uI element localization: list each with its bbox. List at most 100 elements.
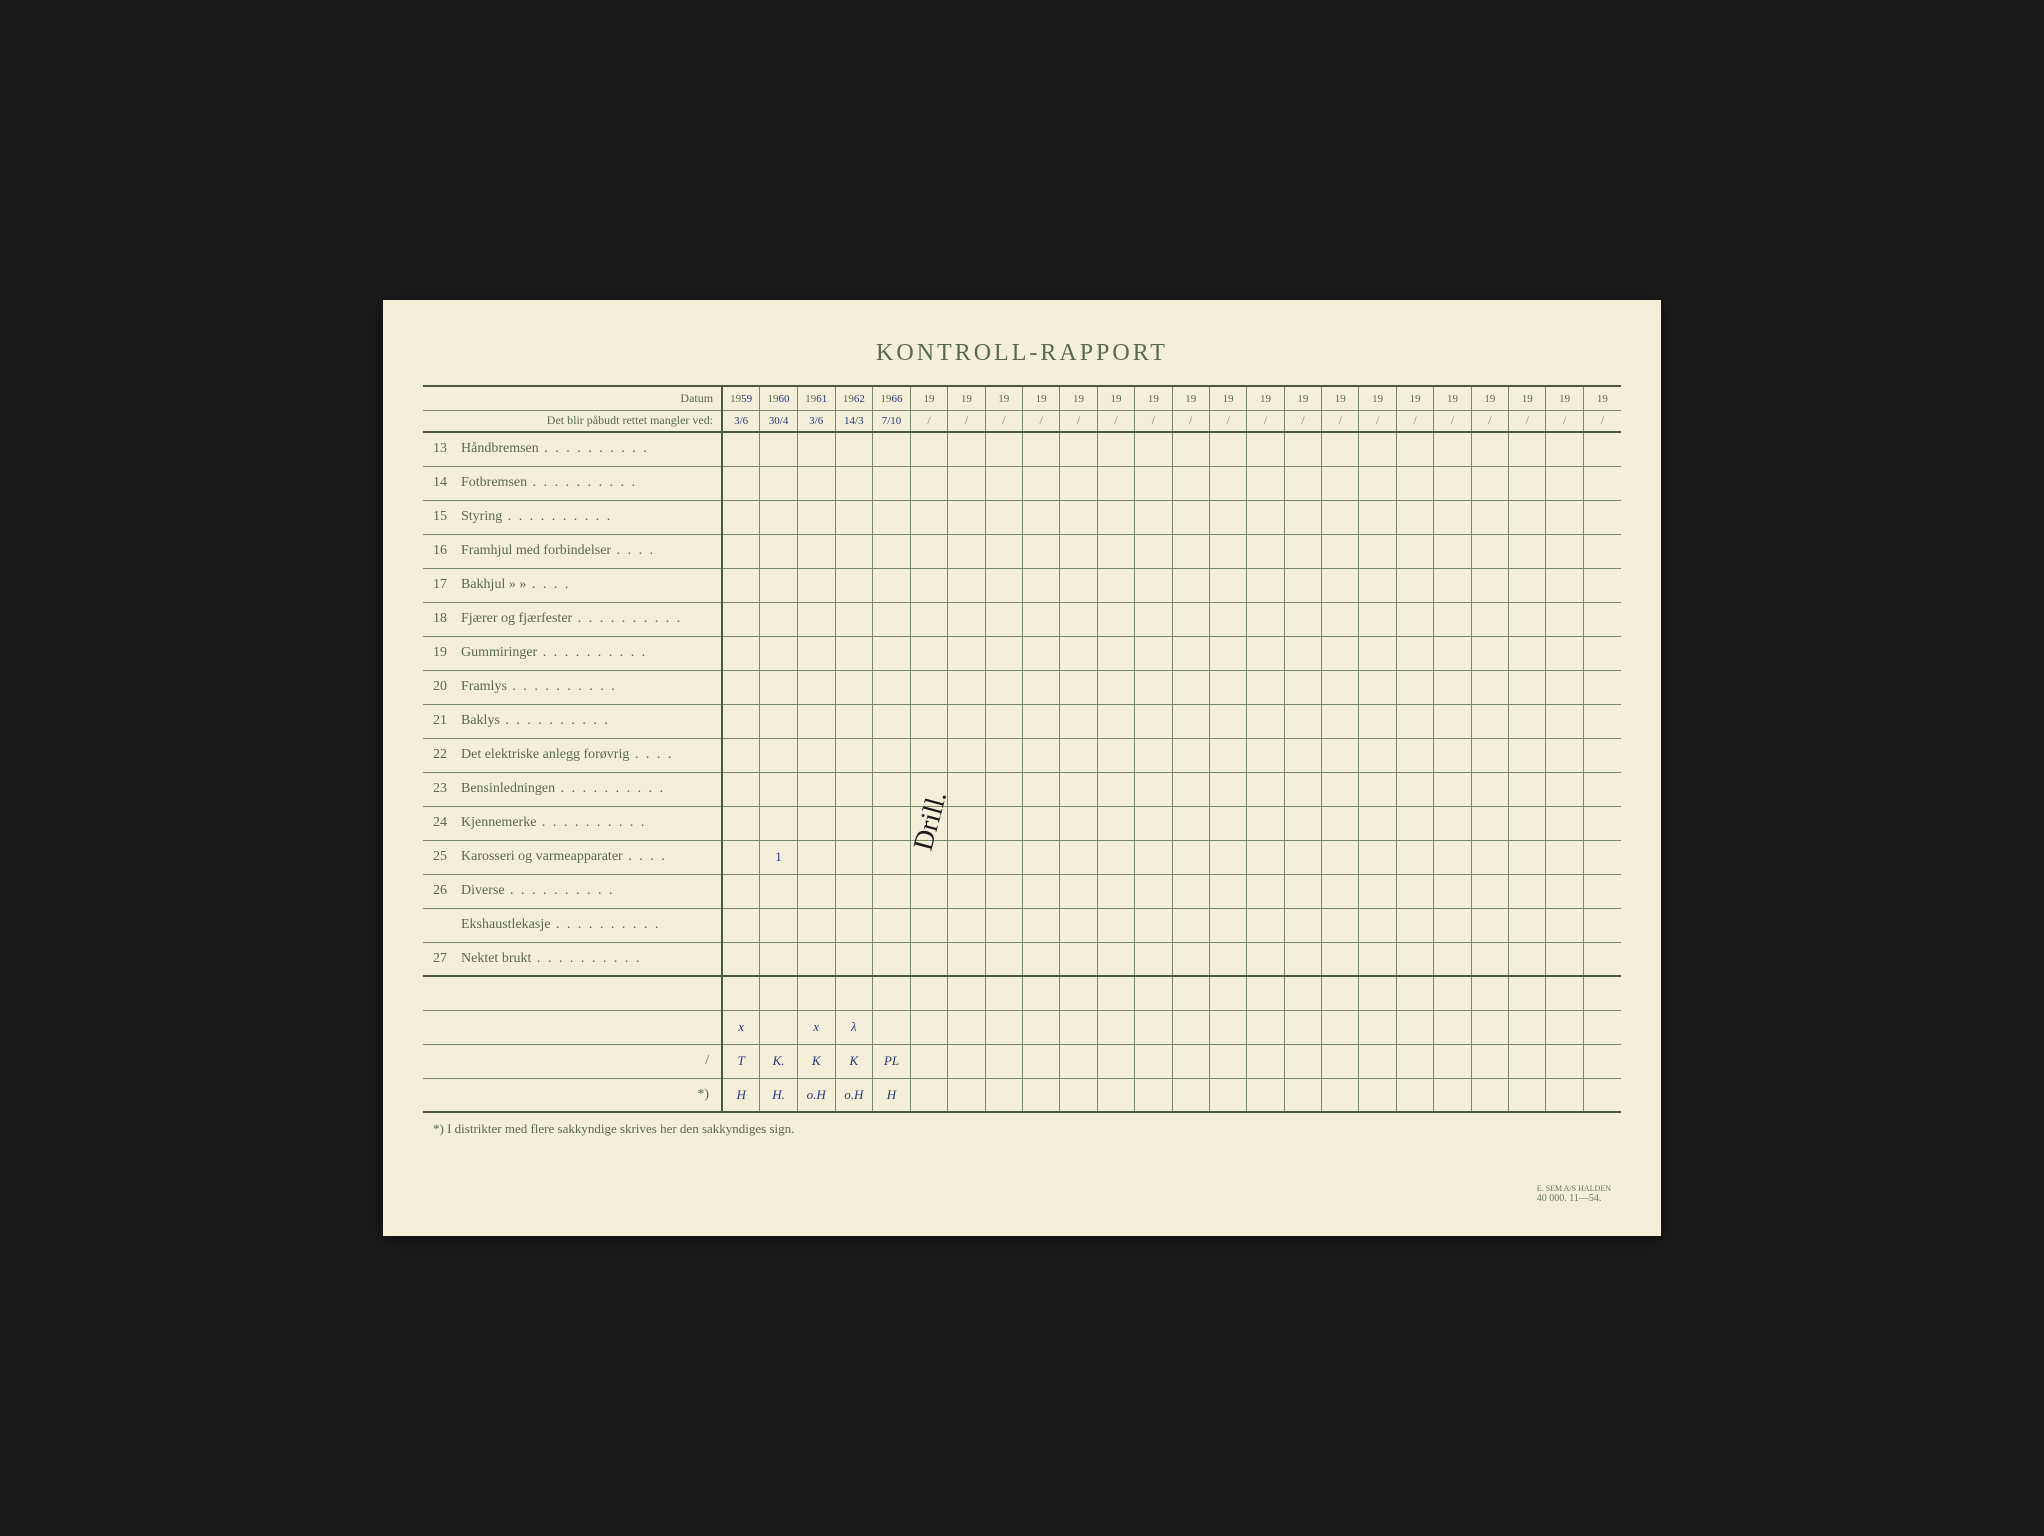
data-cell bbox=[1209, 568, 1246, 602]
data-cell bbox=[1509, 942, 1546, 976]
year-header-cell: 19 bbox=[1097, 386, 1134, 410]
data-cell bbox=[797, 568, 835, 602]
data-cell bbox=[1322, 568, 1359, 602]
data-cell bbox=[1396, 976, 1433, 1010]
item-number: 25 bbox=[433, 849, 461, 865]
signature-cell bbox=[1135, 1044, 1172, 1078]
item-text: Bakhjul » » bbox=[461, 577, 570, 592]
data-cell bbox=[835, 500, 873, 534]
data-cell bbox=[797, 432, 835, 466]
data-cell bbox=[1396, 772, 1433, 806]
signature-cell bbox=[1546, 1010, 1583, 1044]
data-cell bbox=[1022, 636, 1059, 670]
data-cell bbox=[1247, 500, 1284, 534]
data-cell bbox=[722, 466, 760, 500]
data-cell bbox=[1359, 670, 1396, 704]
item-number: 16 bbox=[433, 543, 461, 559]
signature-cell bbox=[1022, 1010, 1059, 1044]
data-cell bbox=[948, 670, 985, 704]
data-cell bbox=[760, 942, 798, 976]
signature-cell bbox=[1396, 1044, 1433, 1078]
data-cell bbox=[910, 602, 947, 636]
data-cell bbox=[1434, 840, 1471, 874]
data-cell bbox=[722, 500, 760, 534]
data-cell bbox=[1209, 670, 1246, 704]
data-cell bbox=[835, 432, 873, 466]
data-cell bbox=[1247, 806, 1284, 840]
signature-cell bbox=[760, 1010, 798, 1044]
data-cell bbox=[1509, 840, 1546, 874]
item-text: Det elektriske anlegg forøvrig bbox=[461, 747, 673, 762]
date-header-cell: / bbox=[910, 410, 947, 432]
data-cell bbox=[985, 670, 1022, 704]
data-cell bbox=[1546, 432, 1583, 466]
data-cell bbox=[1583, 738, 1621, 772]
year-header-cell: 1961 bbox=[797, 386, 835, 410]
data-cell bbox=[1359, 704, 1396, 738]
data-cell bbox=[1022, 840, 1059, 874]
data-cell bbox=[1135, 874, 1172, 908]
signature-cell bbox=[1209, 1010, 1246, 1044]
handwritten-date: 3/6 bbox=[809, 415, 823, 427]
item-text: Framlys bbox=[461, 679, 617, 694]
data-cell bbox=[722, 534, 760, 568]
data-cell bbox=[1060, 976, 1097, 1010]
document-title: KONTROLL-RAPPORT bbox=[423, 340, 1621, 367]
data-cell bbox=[1247, 976, 1284, 1010]
handwritten-year: 62 bbox=[854, 393, 865, 405]
data-cell bbox=[1060, 704, 1097, 738]
data-cell bbox=[985, 806, 1022, 840]
data-cell bbox=[1135, 568, 1172, 602]
year-header-cell: 19 bbox=[1060, 386, 1097, 410]
signature-cell bbox=[1396, 1010, 1433, 1044]
data-cell bbox=[1434, 534, 1471, 568]
data-cell bbox=[1359, 602, 1396, 636]
data-cell bbox=[1546, 874, 1583, 908]
data-cell bbox=[910, 908, 947, 942]
data-cell bbox=[1135, 466, 1172, 500]
data-cell bbox=[1284, 670, 1321, 704]
signature-cell: H bbox=[873, 1078, 911, 1112]
data-cell bbox=[910, 432, 947, 466]
data-cell bbox=[1247, 534, 1284, 568]
data-cell bbox=[1583, 704, 1621, 738]
signature-cell bbox=[1322, 1078, 1359, 1112]
data-cell bbox=[1060, 568, 1097, 602]
data-cell bbox=[985, 738, 1022, 772]
data-cell bbox=[1359, 466, 1396, 500]
data-cell bbox=[1247, 568, 1284, 602]
data-cell bbox=[1097, 670, 1134, 704]
data-cell bbox=[1247, 466, 1284, 500]
data-cell bbox=[760, 738, 798, 772]
report-table: Datum19591960196119621966191919191919191… bbox=[423, 385, 1621, 1113]
data-cell bbox=[1583, 670, 1621, 704]
signature-cell bbox=[948, 1044, 985, 1078]
data-cell bbox=[873, 806, 911, 840]
data-cell bbox=[1097, 636, 1134, 670]
signature-cell bbox=[910, 1078, 947, 1112]
item-label-cell: 22Det elektriske anlegg forøvrig bbox=[423, 738, 722, 772]
year-header-cell: 19 bbox=[1546, 386, 1583, 410]
item-row: 27Nektet brukt bbox=[423, 942, 1621, 976]
data-cell bbox=[948, 942, 985, 976]
signature-cell: K. bbox=[760, 1044, 798, 1078]
data-cell bbox=[1396, 432, 1433, 466]
data-cell bbox=[1135, 670, 1172, 704]
data-cell bbox=[1097, 602, 1134, 636]
data-cell bbox=[948, 738, 985, 772]
data-cell bbox=[1247, 670, 1284, 704]
data-cell bbox=[1022, 568, 1059, 602]
data-cell bbox=[873, 636, 911, 670]
data-cell bbox=[910, 636, 947, 670]
data-cell bbox=[985, 636, 1022, 670]
data-cell bbox=[1396, 874, 1433, 908]
signature-cell bbox=[1247, 1044, 1284, 1078]
data-cell bbox=[910, 466, 947, 500]
data-cell bbox=[1471, 976, 1508, 1010]
data-cell bbox=[835, 840, 873, 874]
data-cell bbox=[1583, 534, 1621, 568]
handwritten-date: 30/4 bbox=[769, 415, 789, 427]
signature-row-label: *) bbox=[423, 1078, 722, 1112]
data-cell bbox=[1359, 806, 1396, 840]
data-cell bbox=[1434, 738, 1471, 772]
